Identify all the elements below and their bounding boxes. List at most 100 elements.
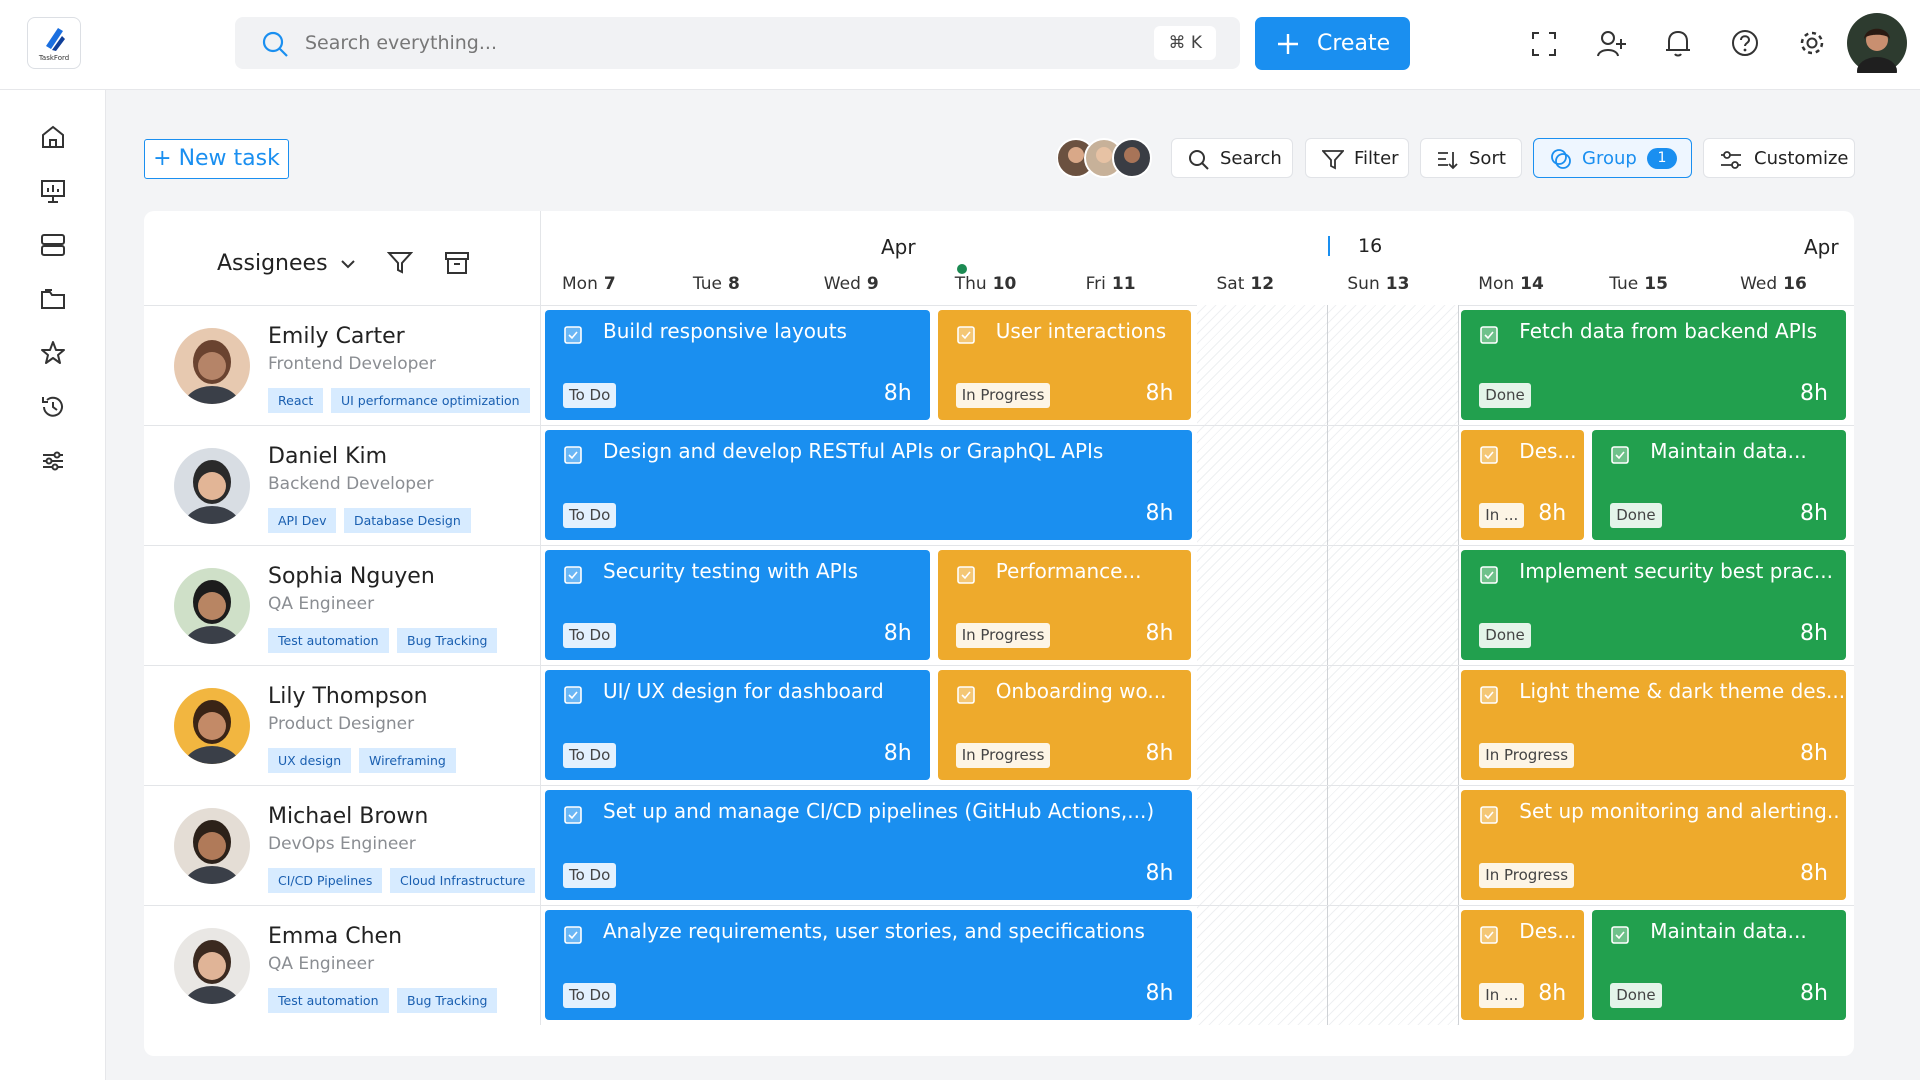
task-card[interactable]: Set up monitoring and alerting.. In Progr… xyxy=(1461,790,1846,900)
group-label: Group xyxy=(1582,148,1637,169)
task-card[interactable]: Light theme & dark theme des... In Progre… xyxy=(1461,670,1846,780)
search-icon xyxy=(1189,150,1209,170)
bell-icon[interactable] xyxy=(1664,28,1692,58)
filter-icon[interactable] xyxy=(387,251,413,275)
logo[interactable]: TaskFord xyxy=(27,17,81,69)
task-status: In Progress xyxy=(1479,863,1575,888)
task-icon xyxy=(564,686,582,704)
task-hours: 8h xyxy=(1800,501,1828,526)
task-hours: 8h xyxy=(1800,381,1828,406)
day-header: Tue 8 xyxy=(693,274,740,294)
task-hours: 8h xyxy=(1800,861,1828,886)
help-icon[interactable] xyxy=(1731,29,1759,57)
task-card[interactable]: Des... In ... 8h xyxy=(1461,910,1585,1020)
day-number: 7 xyxy=(603,274,616,294)
customize-button[interactable]: Customize xyxy=(1703,138,1855,178)
nav-history[interactable] xyxy=(40,394,66,420)
search-label: Search xyxy=(1220,148,1282,169)
task-icon xyxy=(1480,806,1499,824)
assignee-name: Emily Carter xyxy=(268,324,405,349)
team-avatars[interactable] xyxy=(1057,137,1155,179)
sort-button[interactable]: Sort xyxy=(1420,138,1522,178)
skill-tag: CI/CD Pipelines xyxy=(268,868,383,893)
day-number: 16 xyxy=(1783,274,1807,294)
logo-mark xyxy=(46,28,65,51)
assignee-avatar[interactable] xyxy=(174,568,250,644)
settings-icon[interactable] xyxy=(1798,29,1826,57)
user-avatar[interactable] xyxy=(1847,13,1907,73)
task-status: To Do xyxy=(563,743,617,768)
weekday: Sun xyxy=(1347,274,1380,294)
sort-label: Sort xyxy=(1469,148,1506,169)
chevron-icon[interactable] xyxy=(340,258,356,270)
task-title: Fetch data from backend APIs xyxy=(1519,319,1818,343)
task-icon xyxy=(1480,566,1499,584)
assignee-name: Emma Chen xyxy=(268,924,403,949)
task-card[interactable]: User interactions In Progress 8h xyxy=(937,310,1192,420)
avatar-photo xyxy=(174,328,250,404)
task-icon xyxy=(956,566,975,584)
nav-folders[interactable] xyxy=(40,286,66,312)
archive-icon[interactable] xyxy=(444,251,470,275)
search-bar[interactable]: Search everything... ⌘ K xyxy=(235,17,1240,69)
task-status: In Progress xyxy=(1479,743,1575,768)
group-count: 1 xyxy=(1647,148,1677,169)
fullscreen-icon[interactable] xyxy=(1530,30,1558,58)
group-button[interactable]: Group 1 xyxy=(1533,138,1692,178)
task-card[interactable]: Maintain data... Done 8h xyxy=(1592,430,1846,540)
task-card[interactable]: Set up and manage CI/CD pipelines (GitHu… xyxy=(545,790,1192,900)
assignee-avatar[interactable] xyxy=(174,448,250,524)
day-header: Mon 7 xyxy=(562,274,616,294)
week-label: 16 xyxy=(1358,235,1383,257)
nav-storage[interactable] xyxy=(40,232,66,258)
nav-favorites[interactable] xyxy=(40,340,66,366)
search-button[interactable]: Search xyxy=(1171,138,1293,178)
skill-tag: UI performance optimization xyxy=(331,388,530,413)
assignee-avatar[interactable] xyxy=(174,328,250,404)
task-card[interactable]: Build responsive layouts To Do 8h xyxy=(545,310,930,420)
assignee-avatar[interactable] xyxy=(174,808,250,884)
task-card[interactable]: Performance... In Progress 8h xyxy=(937,550,1192,660)
task-title: Light theme & dark theme des... xyxy=(1519,679,1846,703)
task-icon xyxy=(564,326,582,344)
task-status: Done xyxy=(1479,383,1531,408)
task-title: Maintain data... xyxy=(1650,439,1807,463)
task-icon xyxy=(564,566,582,584)
task-card[interactable]: Maintain data... Done 8h xyxy=(1592,910,1846,1020)
task-icon xyxy=(564,806,582,824)
task-hours: 8h xyxy=(883,741,912,766)
nav-reports[interactable] xyxy=(40,178,66,204)
task-hours: 8h xyxy=(1145,621,1174,646)
task-card[interactable]: Analyze requirements, user stories, and … xyxy=(545,910,1192,1020)
task-status: In ... xyxy=(1479,503,1525,528)
assignee-avatar[interactable] xyxy=(174,928,250,1004)
skill-tag: Cloud Infrastructure xyxy=(390,868,536,893)
task-status: To Do xyxy=(563,983,617,1008)
nav-settings[interactable] xyxy=(40,448,66,474)
skill-tag: React xyxy=(268,388,324,413)
add-user-icon[interactable] xyxy=(1596,29,1628,59)
task-card[interactable]: Implement security best prac... Done 8h xyxy=(1461,550,1846,660)
create-label: Create xyxy=(1317,31,1391,56)
task-hours: 8h xyxy=(1800,981,1828,1006)
task-card[interactable]: UI/ UX design for dashboard To Do 8h xyxy=(545,670,930,780)
task-card[interactable]: Onboarding wo... In Progress 8h xyxy=(937,670,1192,780)
logo-text: TaskFord xyxy=(38,54,70,62)
assignee-role: QA Engineer xyxy=(268,954,375,974)
task-card[interactable]: Design and develop RESTful APIs or Graph… xyxy=(545,430,1192,540)
task-card[interactable]: Security testing with APIs To Do 8h xyxy=(545,550,930,660)
task-hours: 8h xyxy=(1145,861,1174,886)
task-status: To Do xyxy=(563,623,617,648)
create-button[interactable]: Create xyxy=(1255,17,1410,70)
assignee-avatar[interactable] xyxy=(174,688,250,764)
assignee-role: Product Designer xyxy=(268,714,415,734)
task-card[interactable]: Des... In ... 8h xyxy=(1461,430,1585,540)
day-number: 13 xyxy=(1385,274,1410,294)
new-task-button[interactable]: + New task xyxy=(144,139,289,179)
filter-button[interactable]: Filter xyxy=(1305,138,1409,178)
task-card[interactable]: Fetch data from backend APIs Done 8h xyxy=(1461,310,1846,420)
weekday: Tue xyxy=(692,274,722,294)
avatar-photo xyxy=(174,568,250,644)
nav-home[interactable] xyxy=(40,124,66,150)
